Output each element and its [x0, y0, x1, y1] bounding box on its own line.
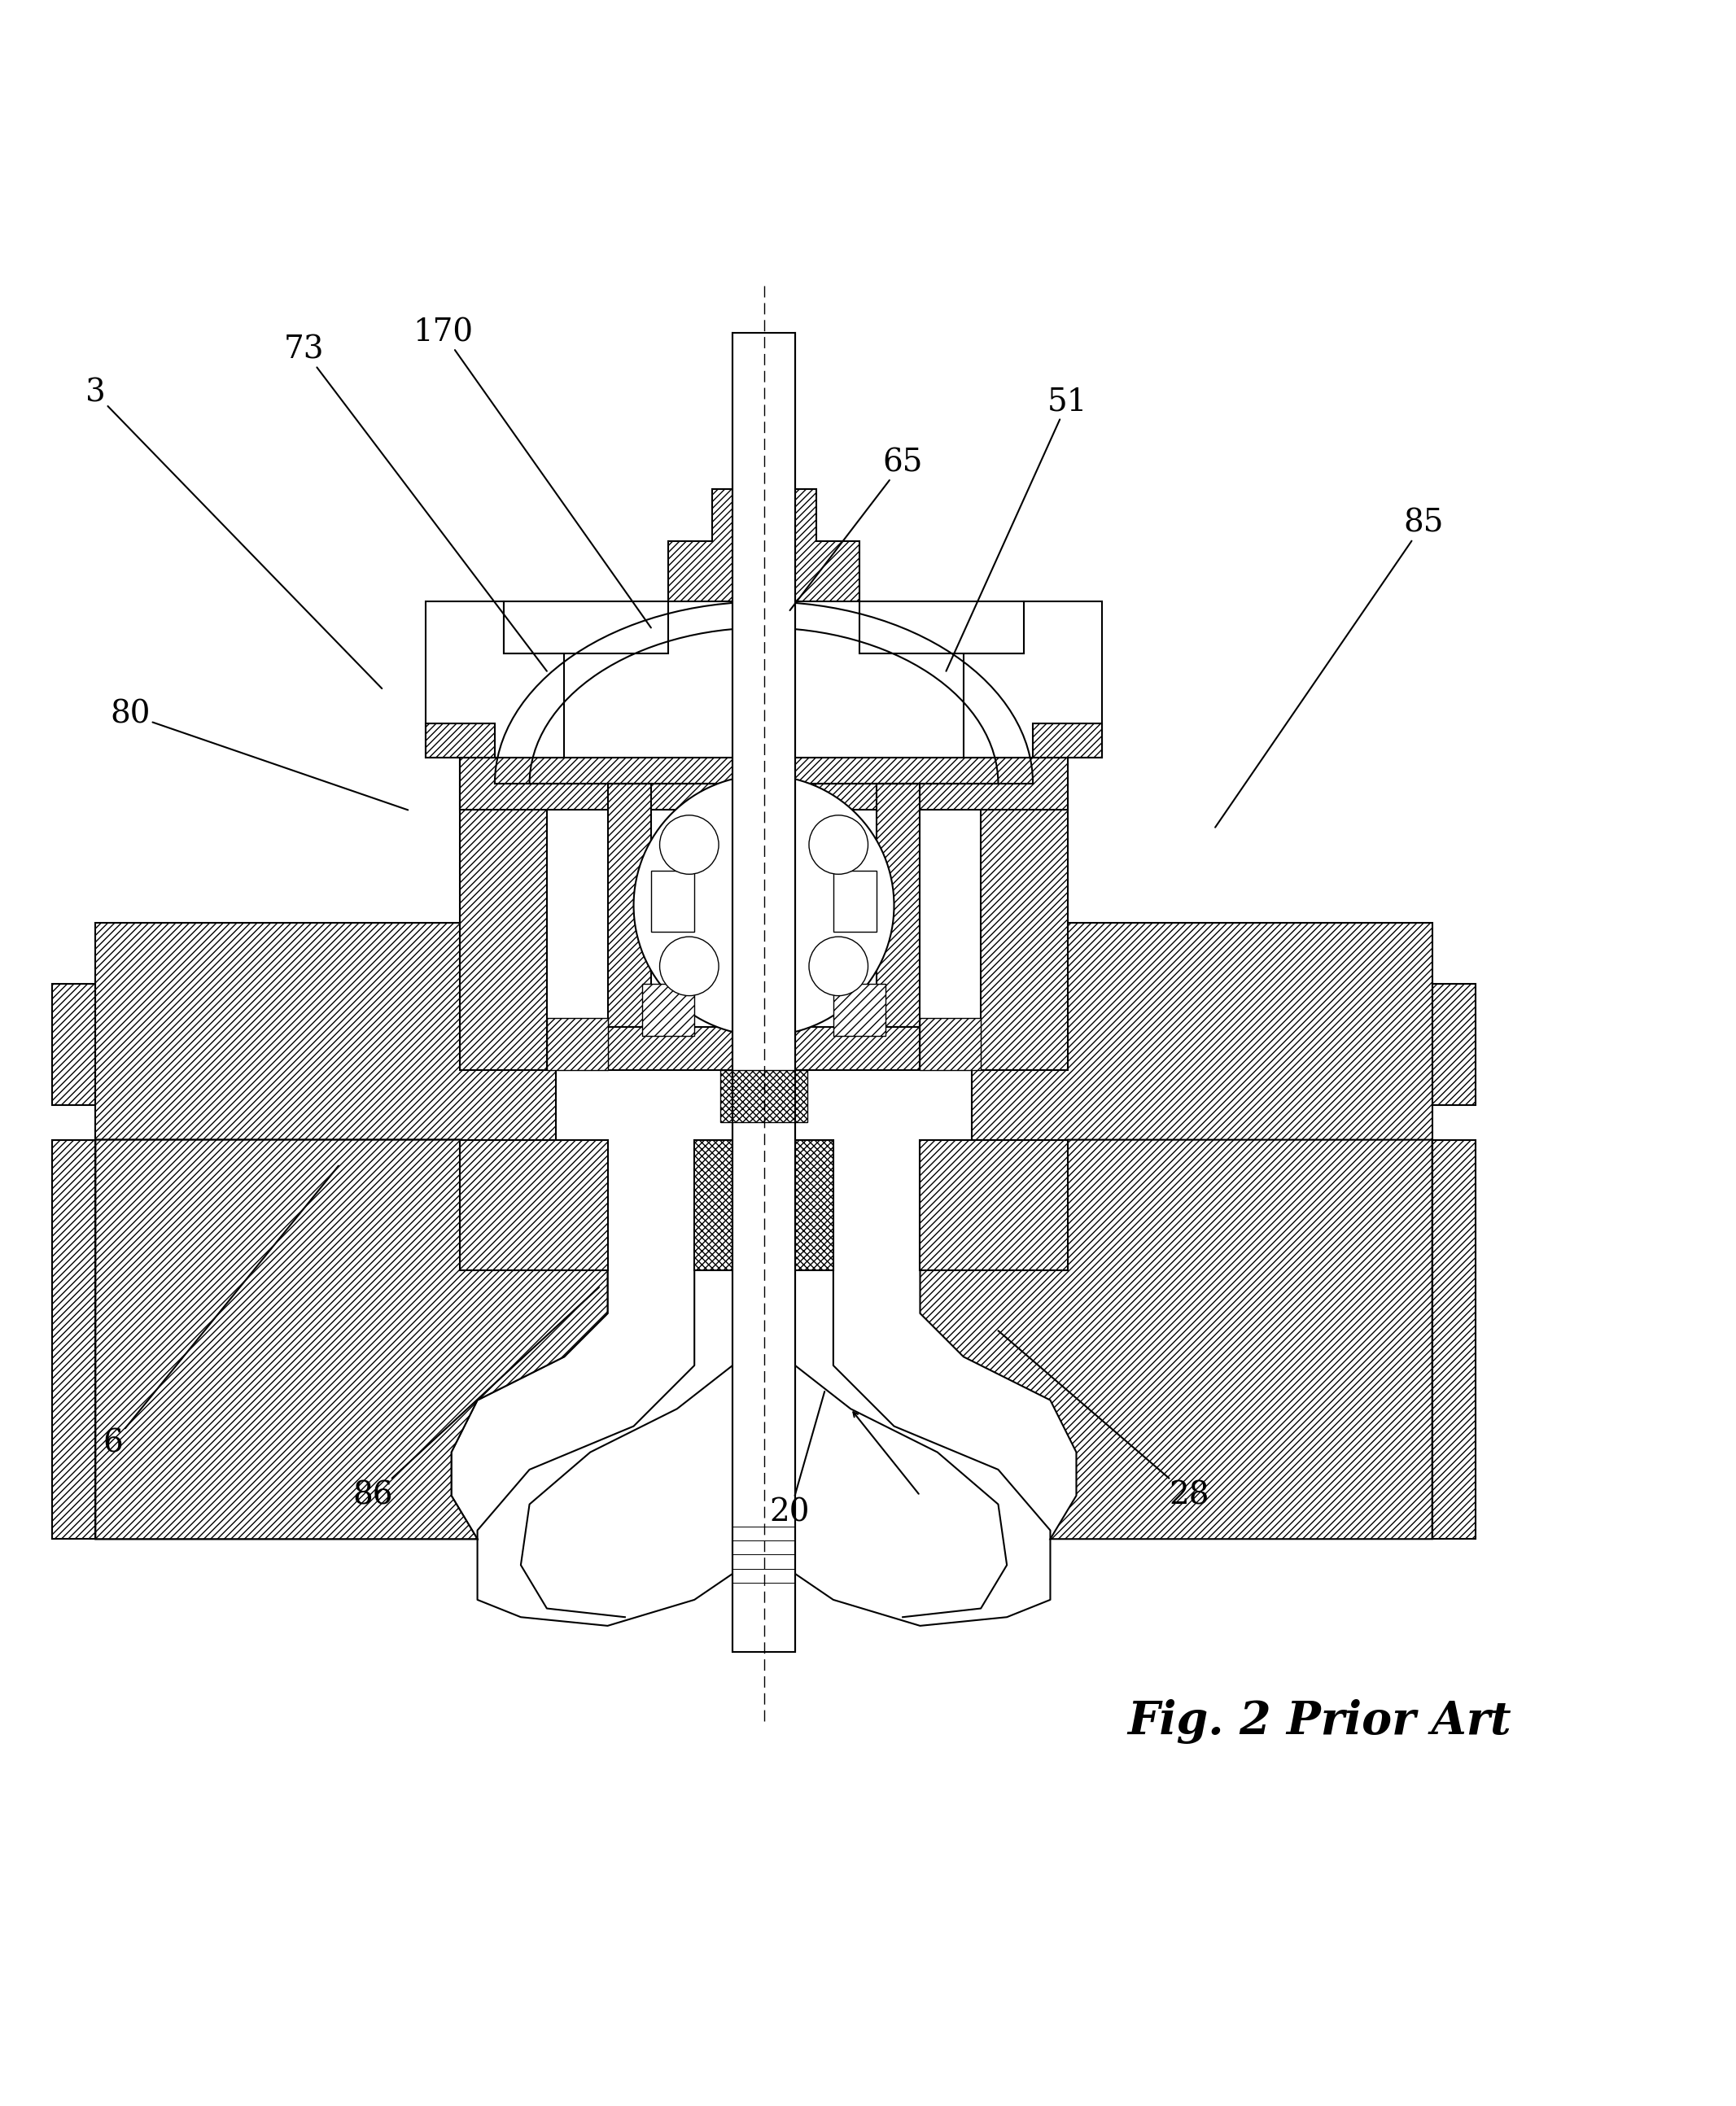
Text: 85: 85 — [1215, 508, 1444, 828]
Text: 3: 3 — [85, 379, 382, 689]
Polygon shape — [52, 1139, 95, 1539]
Polygon shape — [460, 1139, 608, 1270]
Text: 86: 86 — [352, 1287, 599, 1510]
Text: 28: 28 — [998, 1331, 1210, 1510]
Circle shape — [809, 815, 868, 874]
Circle shape — [634, 775, 894, 1036]
Circle shape — [660, 815, 719, 874]
Text: 51: 51 — [946, 388, 1088, 672]
Polygon shape — [733, 333, 795, 1651]
Polygon shape — [608, 1028, 920, 1070]
Text: Fig. 2 Prior Art: Fig. 2 Prior Art — [1127, 1700, 1512, 1744]
Polygon shape — [694, 1139, 833, 1270]
Text: 20: 20 — [769, 1392, 825, 1529]
Polygon shape — [95, 1139, 608, 1539]
Polygon shape — [833, 984, 885, 1036]
Polygon shape — [920, 1139, 1432, 1539]
Polygon shape — [608, 783, 651, 1028]
Polygon shape — [720, 1070, 807, 1122]
Polygon shape — [972, 922, 1432, 1139]
Polygon shape — [920, 1019, 981, 1070]
Text: 80: 80 — [109, 699, 408, 811]
Polygon shape — [877, 783, 920, 1028]
Polygon shape — [1432, 1139, 1476, 1539]
Polygon shape — [503, 602, 668, 653]
Polygon shape — [668, 489, 859, 602]
Polygon shape — [460, 758, 547, 1070]
Polygon shape — [95, 922, 556, 1139]
Polygon shape — [1033, 722, 1102, 758]
Polygon shape — [460, 758, 1068, 811]
Polygon shape — [1432, 984, 1476, 1106]
Text: 65: 65 — [790, 449, 924, 611]
Polygon shape — [95, 1139, 608, 1539]
Polygon shape — [981, 758, 1068, 1070]
Polygon shape — [963, 602, 1102, 758]
Polygon shape — [547, 1019, 608, 1070]
Text: 6: 6 — [102, 1167, 339, 1459]
Polygon shape — [651, 870, 694, 931]
Circle shape — [660, 937, 719, 996]
Polygon shape — [642, 984, 694, 1036]
Polygon shape — [859, 602, 1024, 653]
Polygon shape — [920, 1139, 1068, 1270]
Text: 170: 170 — [413, 318, 651, 628]
Polygon shape — [425, 722, 495, 758]
Circle shape — [809, 937, 868, 996]
Polygon shape — [833, 870, 877, 931]
Text: 73: 73 — [283, 335, 547, 672]
Polygon shape — [52, 984, 95, 1106]
Polygon shape — [425, 602, 564, 758]
